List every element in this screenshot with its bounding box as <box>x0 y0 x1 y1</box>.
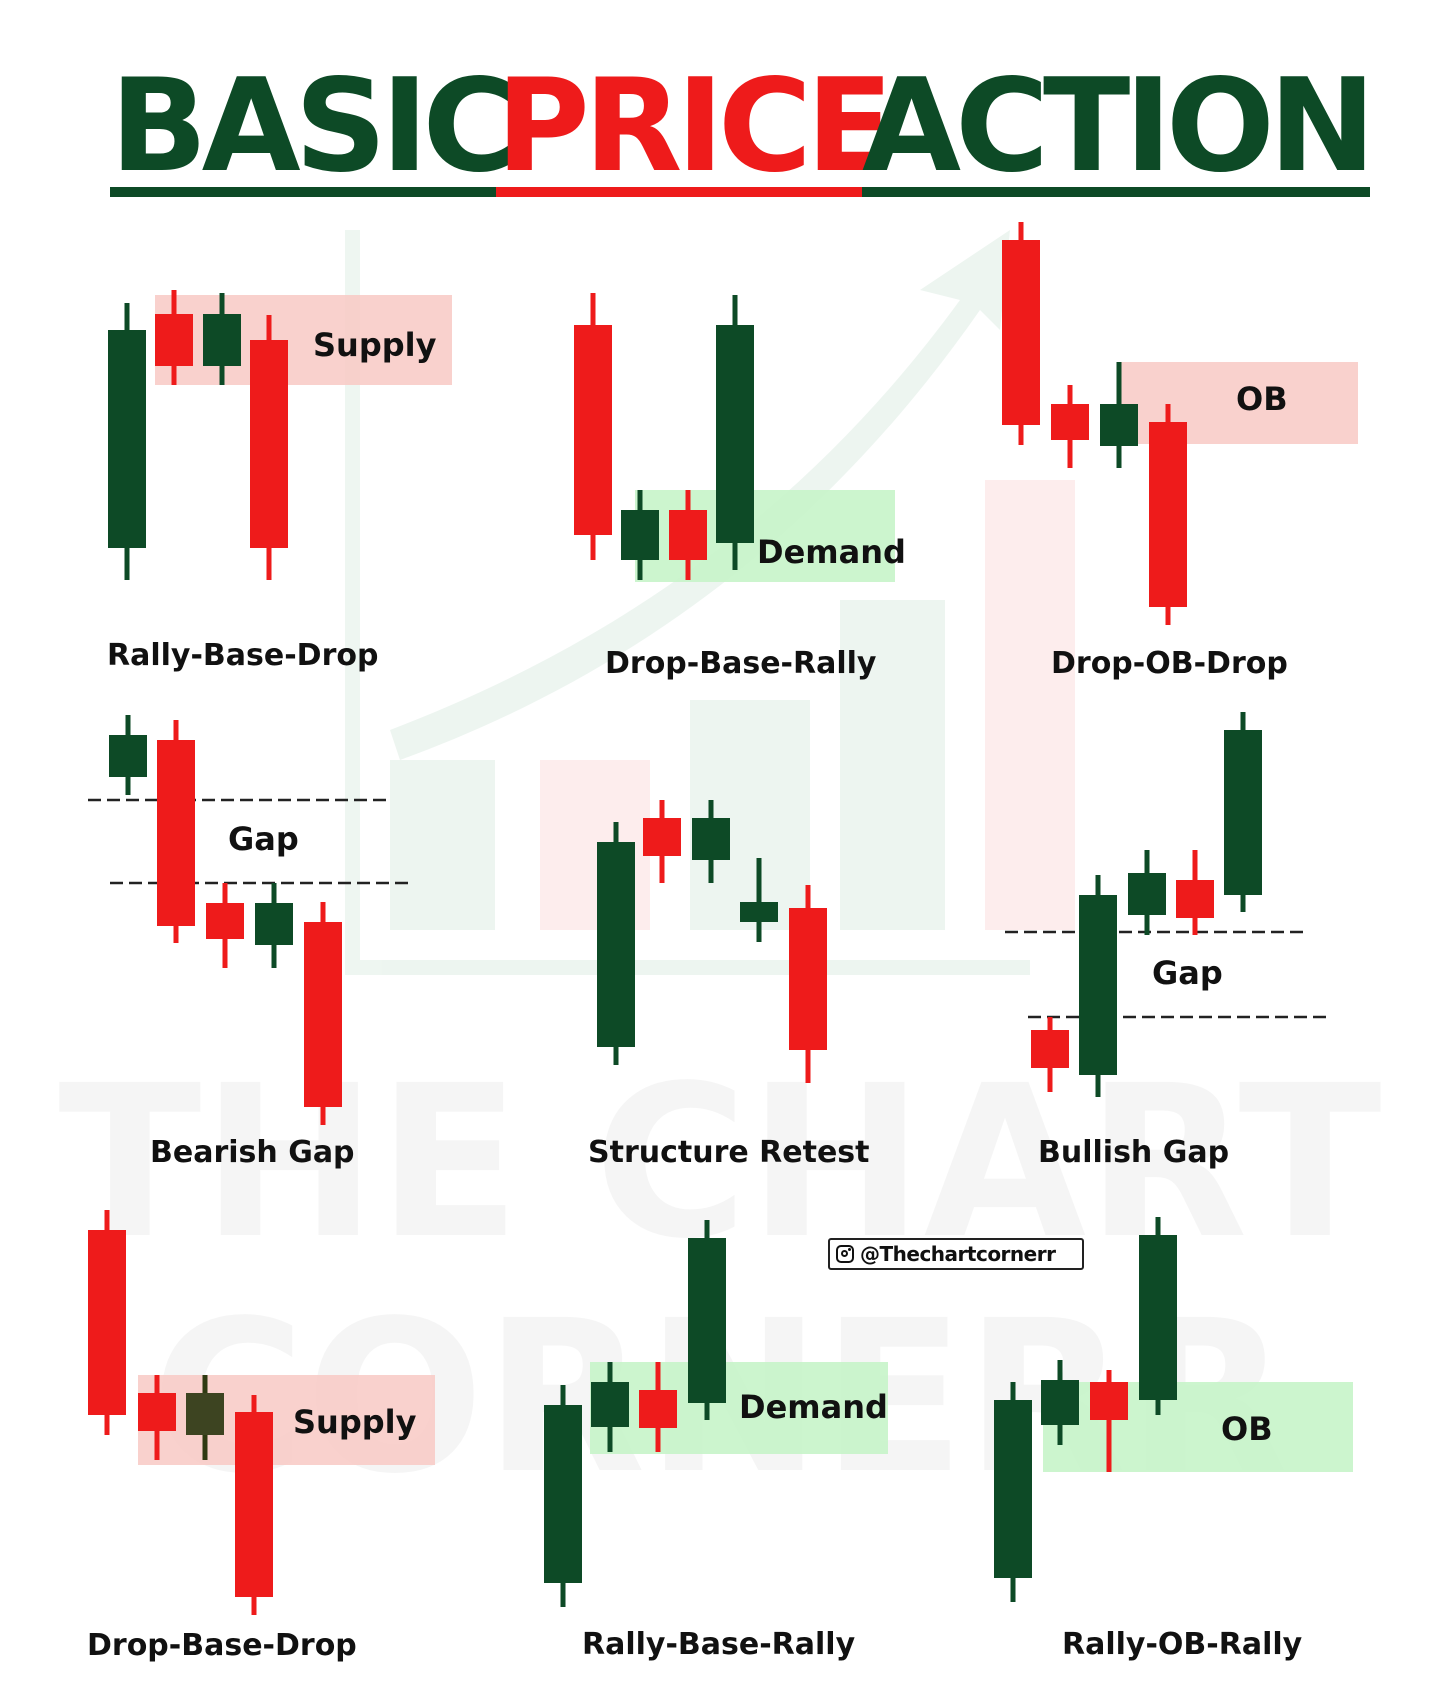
pattern-label: Bullish Gap <box>1038 1135 1229 1170</box>
pattern-rally-ob-rally: OB Rally-OB-Rally <box>994 1217 1353 1662</box>
candle <box>597 822 635 1065</box>
candle <box>88 1210 126 1435</box>
watermark-bar-3 <box>690 700 810 930</box>
candle <box>740 858 778 942</box>
candle <box>1128 850 1166 935</box>
pattern-drop-ob-drop: OB Drop-OB-Drop <box>1002 222 1358 681</box>
instagram-icon <box>836 1245 854 1263</box>
social-handle[interactable]: @Thechartcornerr <box>828 1238 1084 1270</box>
candle <box>235 1395 273 1615</box>
zone-label-supply: Supply <box>313 326 437 364</box>
candle <box>789 885 827 1083</box>
candle <box>639 1362 677 1452</box>
candle <box>994 1382 1032 1602</box>
pattern-label: Rally-Base-Drop <box>107 638 378 673</box>
candle <box>716 295 754 570</box>
candle <box>1139 1217 1177 1415</box>
title-underline-price <box>496 187 888 197</box>
pattern-drop-base-drop: Supply Drop-Base-Drop <box>87 1210 435 1663</box>
title-word-price: PRICE <box>496 52 893 201</box>
pattern-bullish-gap: Gap Bullish Gap <box>1005 712 1330 1170</box>
watermark-bar-5 <box>985 480 1075 930</box>
candle <box>544 1385 582 1607</box>
gap-label: Gap <box>1152 954 1223 992</box>
title-underline-basic <box>110 187 511 197</box>
candle <box>138 1375 176 1460</box>
zone-label-demand: Demand <box>757 533 906 571</box>
candle <box>109 715 147 795</box>
ob-zone <box>1043 1382 1353 1472</box>
title: BASIC PRICE ACTION <box>0 62 1440 212</box>
candle <box>669 490 707 580</box>
candle <box>591 1362 629 1452</box>
candle <box>1176 850 1214 935</box>
candle <box>155 290 193 385</box>
zone-label-supply: Supply <box>293 1403 417 1441</box>
candle <box>206 883 244 968</box>
pattern-bearish-gap: Gap Bearish Gap <box>88 715 410 1170</box>
title-word-basic: BASIC <box>110 52 516 201</box>
candle <box>304 902 342 1125</box>
candle <box>1079 875 1117 1097</box>
candle <box>643 800 681 883</box>
candle <box>1224 712 1262 912</box>
candle <box>250 315 288 580</box>
candle <box>203 293 241 385</box>
zone-label-ob: OB <box>1236 380 1288 418</box>
candle <box>1031 1017 1069 1092</box>
candle <box>692 800 730 883</box>
pattern-drop-base-rally: Demand Drop-Base-Rally <box>574 293 906 681</box>
pattern-rally-base-drop: Supply Rally-Base-Drop <box>107 290 452 673</box>
candle <box>1100 362 1138 468</box>
pattern-structure-retest: Structure Retest <box>588 800 870 1170</box>
gap-label: Gap <box>228 820 299 858</box>
pattern-label: Drop-Base-Rally <box>605 646 877 681</box>
candle <box>108 303 146 580</box>
candle <box>255 883 293 968</box>
pattern-label: Drop-OB-Drop <box>1051 646 1288 681</box>
pattern-rally-base-rally: Demand Rally-Base-Rally <box>544 1220 888 1662</box>
watermark-bar-1 <box>390 760 495 930</box>
candle <box>621 490 659 580</box>
zone-label-demand: Demand <box>739 1388 888 1426</box>
candle <box>574 293 612 560</box>
title-underline-action <box>862 187 1370 197</box>
pattern-label: Bearish Gap <box>150 1135 355 1170</box>
pattern-label: Drop-Base-Drop <box>87 1628 357 1663</box>
zone-label-ob: OB <box>1221 1410 1273 1448</box>
watermark <box>345 230 1075 975</box>
title-word-action: ACTION <box>862 52 1376 201</box>
candle <box>157 720 195 943</box>
handle-text: @Thechartcornerr <box>860 1242 1056 1266</box>
candle <box>688 1220 726 1420</box>
pattern-label: Structure Retest <box>588 1135 870 1170</box>
candle <box>1002 222 1040 445</box>
candle <box>1090 1370 1128 1472</box>
watermark-arrow <box>390 230 1010 760</box>
candle <box>1041 1360 1079 1445</box>
candle <box>186 1375 224 1460</box>
pattern-label: Rally-OB-Rally <box>1062 1627 1303 1662</box>
watermark-bar-4 <box>840 600 945 930</box>
candle <box>1149 404 1187 625</box>
candle <box>1051 385 1089 468</box>
pattern-label: Rally-Base-Rally <box>582 1627 856 1662</box>
